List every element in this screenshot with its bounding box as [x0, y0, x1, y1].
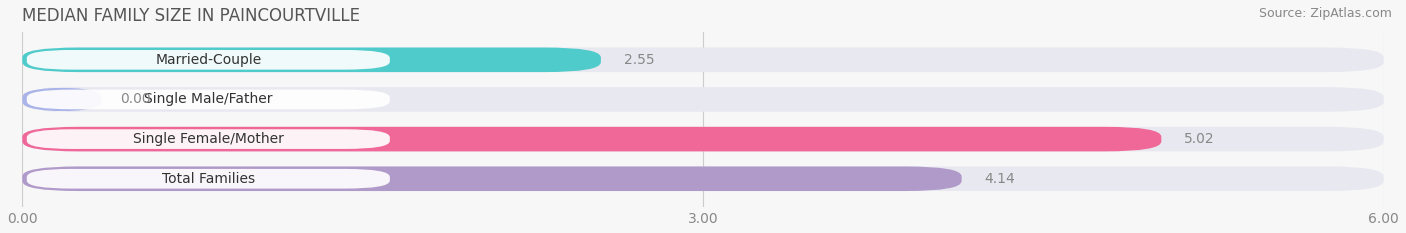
Text: MEDIAN FAMILY SIZE IN PAINCOURTVILLE: MEDIAN FAMILY SIZE IN PAINCOURTVILLE	[22, 7, 360, 25]
FancyBboxPatch shape	[22, 87, 1384, 112]
FancyBboxPatch shape	[27, 169, 389, 188]
FancyBboxPatch shape	[22, 48, 600, 72]
FancyBboxPatch shape	[22, 166, 962, 191]
Text: 2.55: 2.55	[623, 53, 654, 67]
FancyBboxPatch shape	[22, 127, 1384, 151]
FancyBboxPatch shape	[27, 90, 389, 109]
FancyBboxPatch shape	[22, 48, 1384, 72]
Text: 4.14: 4.14	[984, 172, 1015, 186]
FancyBboxPatch shape	[27, 50, 389, 70]
Text: 5.02: 5.02	[1184, 132, 1215, 146]
Text: Source: ZipAtlas.com: Source: ZipAtlas.com	[1258, 7, 1392, 20]
Text: Married-Couple: Married-Couple	[155, 53, 262, 67]
FancyBboxPatch shape	[22, 127, 1161, 151]
Text: Single Female/Mother: Single Female/Mother	[134, 132, 284, 146]
Text: 0.00: 0.00	[120, 93, 150, 106]
FancyBboxPatch shape	[22, 87, 101, 112]
Text: Total Families: Total Families	[162, 172, 254, 186]
FancyBboxPatch shape	[27, 129, 389, 149]
Text: Single Male/Father: Single Male/Father	[143, 93, 273, 106]
FancyBboxPatch shape	[22, 166, 1384, 191]
